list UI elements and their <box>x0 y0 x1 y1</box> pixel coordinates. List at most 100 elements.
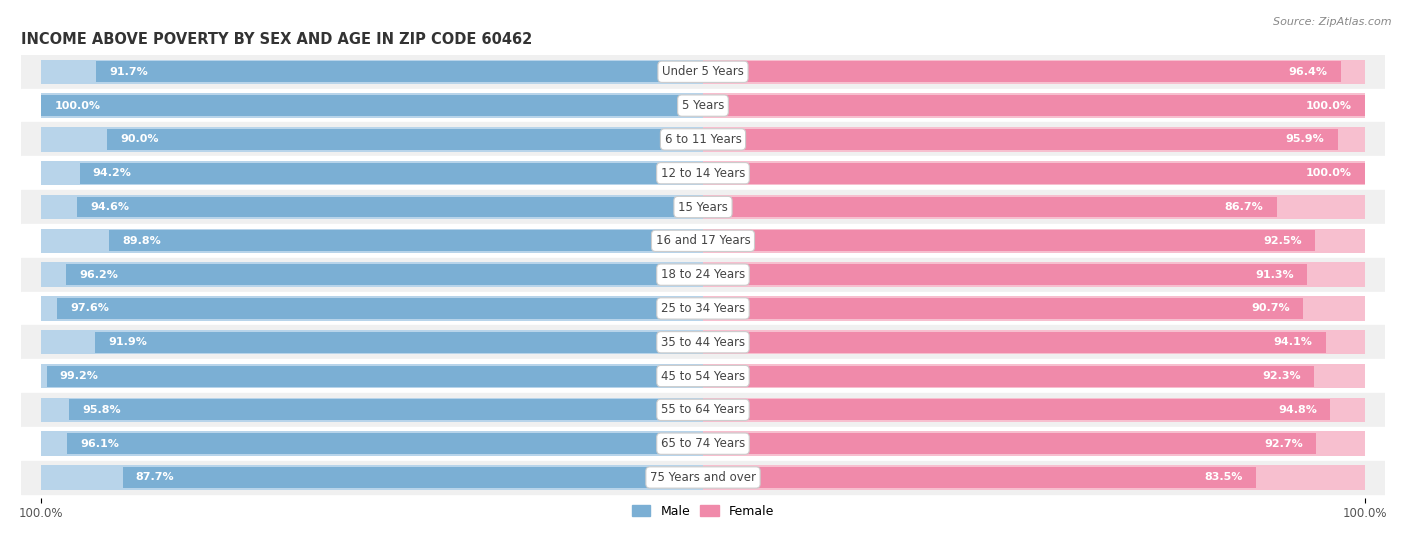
Bar <box>703 296 1365 321</box>
Bar <box>21 292 1385 325</box>
Text: 99.2%: 99.2% <box>60 371 98 381</box>
Text: 89.8%: 89.8% <box>122 236 160 246</box>
Text: 65 to 74 Years: 65 to 74 Years <box>661 437 745 450</box>
Text: 92.5%: 92.5% <box>1263 236 1302 246</box>
Text: 94.6%: 94.6% <box>90 202 129 212</box>
Text: 83.5%: 83.5% <box>1204 472 1243 482</box>
Bar <box>41 432 703 456</box>
Text: 92.7%: 92.7% <box>1264 439 1303 449</box>
Text: 91.7%: 91.7% <box>110 67 148 77</box>
Bar <box>80 163 703 184</box>
Bar <box>703 230 1315 252</box>
Text: 100.0%: 100.0% <box>1306 168 1351 178</box>
Text: 94.2%: 94.2% <box>93 168 132 178</box>
Bar <box>21 122 1385 157</box>
Bar <box>703 163 1365 184</box>
Bar <box>703 264 1308 285</box>
Bar <box>703 399 1330 420</box>
Bar <box>41 127 703 151</box>
Legend: Male, Female: Male, Female <box>627 500 779 523</box>
Text: INCOME ABOVE POVERTY BY SEX AND AGE IN ZIP CODE 60462: INCOME ABOVE POVERTY BY SEX AND AGE IN Z… <box>21 32 533 47</box>
Bar <box>703 127 1365 151</box>
Text: 91.3%: 91.3% <box>1256 269 1294 280</box>
Bar <box>21 224 1385 258</box>
Text: 15 Years: 15 Years <box>678 201 728 214</box>
Text: 95.8%: 95.8% <box>83 405 121 415</box>
Text: 96.4%: 96.4% <box>1289 67 1327 77</box>
Bar <box>96 61 703 82</box>
Bar <box>703 229 1365 253</box>
Bar <box>21 461 1385 494</box>
Bar <box>108 230 703 252</box>
Bar <box>703 263 1365 287</box>
Text: 25 to 34 Years: 25 to 34 Years <box>661 302 745 315</box>
Bar <box>703 465 1365 490</box>
Text: 91.9%: 91.9% <box>108 337 148 347</box>
Text: 94.8%: 94.8% <box>1278 405 1317 415</box>
Bar <box>21 258 1385 292</box>
Bar <box>21 393 1385 427</box>
Text: 90.7%: 90.7% <box>1251 304 1289 314</box>
Bar <box>41 296 703 321</box>
Bar <box>703 331 1326 353</box>
Bar <box>703 93 1365 118</box>
Text: 75 Years and over: 75 Years and over <box>650 471 756 484</box>
Text: Source: ZipAtlas.com: Source: ZipAtlas.com <box>1274 17 1392 27</box>
Bar <box>41 195 703 219</box>
Bar <box>107 129 703 150</box>
Text: 87.7%: 87.7% <box>136 472 174 482</box>
Text: 5 Years: 5 Years <box>682 99 724 112</box>
Text: 86.7%: 86.7% <box>1225 202 1264 212</box>
Bar <box>122 467 703 488</box>
Text: 16 and 17 Years: 16 and 17 Years <box>655 234 751 247</box>
Bar <box>21 89 1385 122</box>
Bar <box>703 433 1316 454</box>
Text: 55 to 64 Years: 55 to 64 Years <box>661 404 745 416</box>
Bar <box>41 364 703 388</box>
Bar <box>58 298 703 319</box>
Text: 100.0%: 100.0% <box>55 101 100 111</box>
Text: 96.2%: 96.2% <box>80 269 118 280</box>
Bar <box>703 60 1365 84</box>
Text: 92.3%: 92.3% <box>1263 371 1301 381</box>
Bar <box>703 129 1337 150</box>
Bar <box>41 465 703 490</box>
Bar <box>67 433 703 454</box>
Text: 97.6%: 97.6% <box>70 304 110 314</box>
Bar <box>21 157 1385 190</box>
Bar <box>703 95 1365 116</box>
Bar <box>703 366 1313 386</box>
Text: 35 to 44 Years: 35 to 44 Years <box>661 336 745 349</box>
Text: 12 to 14 Years: 12 to 14 Years <box>661 167 745 179</box>
Bar <box>41 229 703 253</box>
Text: 96.1%: 96.1% <box>80 439 120 449</box>
Bar <box>77 197 703 217</box>
Bar <box>41 93 703 118</box>
Bar <box>703 298 1303 319</box>
Text: 18 to 24 Years: 18 to 24 Years <box>661 268 745 281</box>
Bar <box>21 359 1385 393</box>
Bar <box>703 432 1365 456</box>
Text: Under 5 Years: Under 5 Years <box>662 65 744 78</box>
Bar <box>21 190 1385 224</box>
Bar <box>703 397 1365 422</box>
Bar <box>21 55 1385 89</box>
Bar <box>703 161 1365 186</box>
Bar <box>41 263 703 287</box>
Bar <box>21 427 1385 461</box>
Bar <box>41 397 703 422</box>
Bar <box>703 364 1365 388</box>
Bar <box>46 366 703 386</box>
Text: 100.0%: 100.0% <box>1306 101 1351 111</box>
Bar <box>703 197 1277 217</box>
Bar <box>703 330 1365 354</box>
Bar <box>94 331 703 353</box>
Bar <box>41 330 703 354</box>
Text: 6 to 11 Years: 6 to 11 Years <box>665 133 741 146</box>
Bar <box>41 161 703 186</box>
Text: 95.9%: 95.9% <box>1285 134 1324 144</box>
Bar <box>21 325 1385 359</box>
Bar <box>41 60 703 84</box>
Bar <box>69 399 703 420</box>
Bar <box>703 195 1365 219</box>
